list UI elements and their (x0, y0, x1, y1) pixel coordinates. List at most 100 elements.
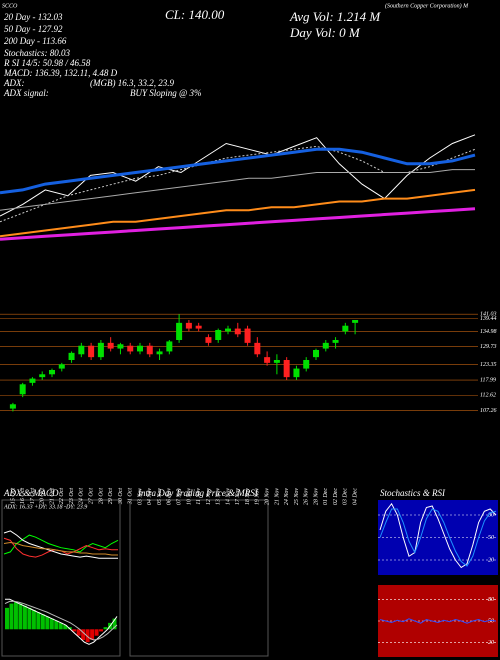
candle-body (283, 360, 290, 378)
x-tick-label: 05 Nov (157, 488, 163, 506)
intraday-frame (129, 499, 269, 657)
macd: MACD: 136.39, 132.11, 4.48 D (3, 68, 118, 78)
candle-body (352, 320, 359, 323)
candle-body (9, 404, 16, 409)
x-tick-label: 13 Nov (216, 488, 222, 506)
x-tick-label: 25 Nov (294, 488, 300, 506)
candle-body (205, 337, 212, 343)
candle-body (127, 345, 134, 352)
x-tick-label: 02 Dec (333, 488, 339, 505)
x-tick-label: 07 Nov (176, 488, 182, 506)
macd-bar (58, 622, 63, 630)
rsi: R SI 14/5: 50.98 / 46.58 (3, 58, 91, 68)
x-tick-label: 29 Oct (108, 488, 114, 504)
x-tick-label: 03 Nov (137, 488, 143, 506)
x-tick-label: 20 Nov (264, 488, 270, 506)
series-line (0, 207, 476, 241)
macd-bar (40, 614, 45, 630)
macd-bar (72, 629, 77, 632)
x-tick-label: 17 Oct (30, 488, 36, 504)
series-line (4, 600, 118, 641)
x-tick-label: 01 Dec (323, 488, 329, 505)
y-tick-label: 80 (488, 597, 494, 603)
y-tick-label: 139.44 (480, 315, 497, 322)
y-tick-label: 50 (488, 618, 494, 624)
series-line (379, 618, 497, 624)
candle-body (195, 325, 202, 329)
x-tick-label: 22 Oct (59, 488, 65, 504)
candle-body (244, 328, 251, 343)
candle-body (68, 352, 75, 360)
macd-bar (49, 618, 54, 630)
candle-body (215, 330, 222, 340)
series-line (3, 541, 118, 556)
x-tick-label: 27 Oct (88, 488, 94, 504)
y-tick-label: 112.62 (480, 393, 496, 399)
y-tick-label: 117.99 (480, 377, 496, 383)
adx-signal: ADX signal: (3, 88, 49, 98)
x-tick-label: 21 Oct (49, 488, 55, 504)
series-line (0, 169, 475, 211)
candle-body (342, 325, 349, 332)
x-tick-label: 11 Nov (196, 488, 202, 505)
macd-bar (63, 625, 68, 630)
avg-vol: Avg Vol: 1.214 M (289, 9, 381, 24)
x-tick-label: 12 Nov (206, 488, 212, 506)
ma50: 50 Day - 127.92 (4, 24, 63, 34)
y-tick-label: 107.26 (480, 408, 497, 414)
macd-bar (5, 607, 9, 630)
candle-body (332, 340, 339, 343)
x-tick-label: 18 Nov (245, 488, 251, 506)
macd-bar (90, 629, 95, 640)
candle-body (146, 345, 153, 355)
x-tick-label: 23 Oct (69, 488, 75, 504)
y-tick-label: 20 (488, 640, 494, 646)
series-line (379, 508, 497, 567)
macd-bar (27, 607, 32, 630)
x-tick-label: 30 Oct (118, 488, 124, 505)
candle-body (225, 328, 231, 332)
x-tick-label: 24 Nov (283, 488, 290, 506)
adx-vals: (MGB) 16.3, 33.2, 23.9 (90, 78, 174, 88)
ma200: 200 Day - 113.66 (4, 36, 67, 46)
x-tick-label: 26 Nov (304, 488, 310, 506)
candle-body (58, 364, 65, 369)
y-tick-label: 123.35 (480, 362, 497, 368)
close: CL: 140.00 (165, 7, 225, 22)
macd-bar (99, 629, 104, 632)
stoch: Stochastics: 80.03 (4, 48, 70, 58)
series-line (0, 134, 476, 217)
x-tick-label: 24 Oct (78, 488, 85, 504)
panel-title: Intra Day Trading Price & MRSI (137, 488, 259, 498)
candle-body (39, 374, 46, 378)
candle-body (264, 357, 271, 363)
candle-body (176, 322, 183, 340)
series-line (3, 530, 118, 559)
candle-body (29, 378, 36, 383)
signal: BUY Sloping @ 3% (130, 88, 202, 98)
macd-bar (54, 620, 59, 630)
y-tick-label: 80 (488, 512, 494, 518)
macd-bar (112, 618, 117, 630)
adx: ADX: (3, 78, 25, 88)
x-tick-label: 15 Oct (10, 488, 16, 504)
macd-bar (94, 629, 99, 636)
series-line (0, 147, 476, 195)
macd-bar (76, 629, 81, 636)
symbol: SCCO (2, 3, 18, 9)
x-tick-label: 04 Dec (351, 488, 358, 505)
x-tick-label: 20 Oct (40, 488, 46, 504)
macd-bar (22, 605, 27, 630)
candle-body (234, 328, 241, 335)
series-line (3, 534, 119, 555)
candle-body (49, 370, 55, 375)
ma20: 20 Day - 132.03 (4, 12, 63, 22)
macd-bar (13, 601, 18, 630)
title: (Southern Copper Corporation) M (385, 2, 469, 9)
x-tick-label: 31 Oct (128, 488, 134, 505)
x-tick-label: 17 Nov (235, 488, 241, 506)
x-tick-label: 14 Nov (224, 488, 231, 506)
candle-body (137, 345, 143, 352)
y-tick-label: 50 (488, 535, 494, 541)
